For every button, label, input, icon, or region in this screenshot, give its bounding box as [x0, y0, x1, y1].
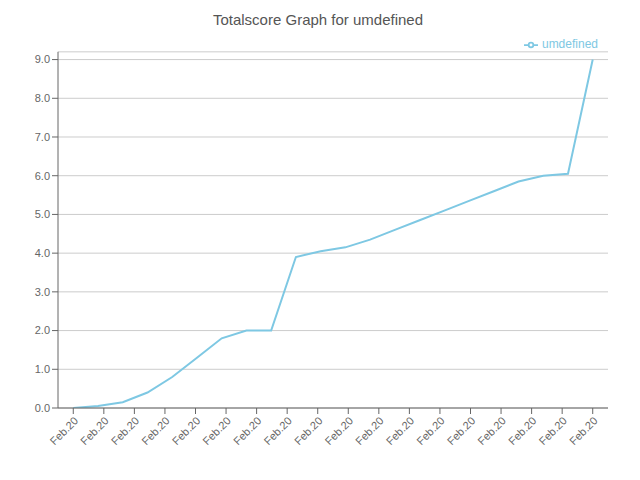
svg-text:4.0: 4.0 [35, 247, 50, 259]
svg-text:6.0: 6.0 [35, 170, 50, 182]
svg-text:Feb.20: Feb.20 [475, 414, 508, 447]
svg-text:Feb.20: Feb.20 [414, 414, 447, 447]
svg-text:8.0: 8.0 [35, 92, 50, 104]
svg-text:Feb.20: Feb.20 [139, 414, 172, 447]
svg-text:Feb.20: Feb.20 [48, 414, 81, 447]
svg-text:Feb.20: Feb.20 [200, 414, 233, 447]
svg-text:Feb.20: Feb.20 [231, 414, 264, 447]
svg-text:Feb.20: Feb.20 [536, 414, 569, 447]
svg-text:Feb.20: Feb.20 [170, 414, 203, 447]
svg-text:Feb.20: Feb.20 [384, 414, 417, 447]
svg-text:Feb.20: Feb.20 [506, 414, 539, 447]
svg-text:Feb.20: Feb.20 [261, 414, 294, 447]
svg-text:2.0: 2.0 [35, 324, 50, 336]
svg-text:5.0: 5.0 [35, 208, 50, 220]
svg-text:Feb.20: Feb.20 [109, 414, 142, 447]
svg-text:1.0: 1.0 [35, 363, 50, 375]
svg-text:Feb.20: Feb.20 [78, 414, 111, 447]
svg-text:Feb.20: Feb.20 [353, 414, 386, 447]
svg-text:0.0: 0.0 [35, 402, 50, 414]
svg-text:9.0: 9.0 [35, 53, 50, 65]
svg-text:Feb.20: Feb.20 [292, 414, 325, 447]
svg-text:Feb.20: Feb.20 [567, 414, 600, 447]
svg-text:3.0: 3.0 [35, 286, 50, 298]
svg-text:Feb.20: Feb.20 [445, 414, 478, 447]
svg-text:7.0: 7.0 [35, 131, 50, 143]
svg-text:Feb.20: Feb.20 [323, 414, 356, 447]
html-text:umdefined: umdefined [542, 37, 598, 51]
html-text:Totalscore Graph for umdefined: Totalscore Graph for umdefined [212, 11, 424, 28]
